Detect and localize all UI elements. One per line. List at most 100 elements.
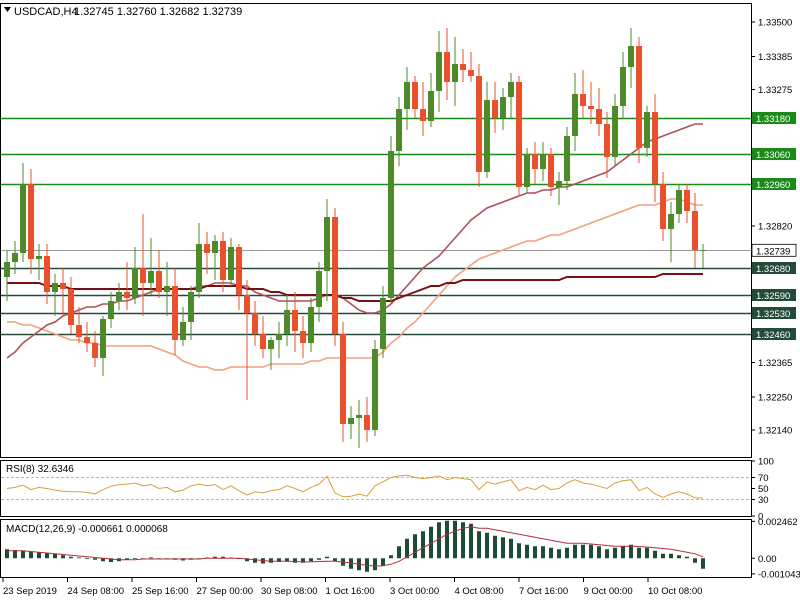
candle (380, 286, 386, 358)
candle-body (68, 289, 74, 325)
candle-body (100, 319, 106, 358)
macd-bar (325, 556, 329, 559)
macd-bar (429, 526, 433, 559)
candle-body (468, 70, 474, 76)
macd-bar (693, 558, 697, 563)
macd-bar (629, 544, 633, 559)
macd-tick-label: 0.00 (758, 554, 777, 565)
candle (4, 250, 10, 301)
candle (76, 307, 82, 343)
candle (460, 49, 466, 82)
ohlc-values: 1.32745 1.32760 1.32682 1.32739 (74, 6, 242, 18)
ma-fast-line (7, 198, 703, 371)
dropdown-triangle-icon[interactable] (4, 7, 11, 12)
price-tick-label: 1.32820 (758, 222, 792, 233)
candle (612, 94, 618, 166)
candle-body (124, 292, 130, 298)
candle (444, 28, 450, 100)
macd-bar (525, 544, 529, 559)
macd-bar (373, 558, 377, 571)
candle-body (668, 214, 674, 229)
candle (468, 52, 474, 82)
candle-body (156, 271, 162, 292)
macd-bar (461, 522, 465, 559)
macd-bar (509, 538, 513, 559)
candle (516, 76, 522, 196)
candle-body (188, 292, 194, 322)
candle-body (132, 268, 138, 298)
candle-body (180, 322, 186, 340)
macd-bar (293, 558, 297, 563)
candle (428, 73, 434, 127)
candle-body (420, 109, 426, 121)
macd-bar (93, 558, 97, 560)
level-tag-label: 1.32460 (756, 330, 790, 341)
candle-body (252, 313, 258, 334)
candle (364, 397, 370, 442)
candles (4, 28, 706, 448)
moving-averages (6, 123, 703, 371)
macd-bar (109, 558, 113, 562)
candle-body (476, 76, 482, 172)
candle (676, 184, 682, 223)
level-tag-label: 1.33180 (756, 114, 790, 125)
price-tick-label: 1.32140 (758, 426, 792, 437)
candle-body (500, 97, 506, 118)
time-label: 4 Oct 08:00 (455, 586, 504, 597)
candle-body (84, 337, 90, 343)
candle-body (236, 247, 242, 295)
rsi-tick-label: 100 (758, 457, 774, 468)
macd-bar (605, 549, 609, 559)
candle-body (324, 217, 330, 271)
candle (188, 286, 194, 340)
candle-body (572, 94, 578, 136)
price-tick-label: 1.33385 (758, 52, 792, 63)
macd-bar (485, 532, 489, 559)
candle-body (172, 286, 178, 340)
macd-bar (437, 522, 441, 559)
price-levels (1, 117, 751, 336)
candle-body (340, 334, 346, 424)
macd-tick-label: 0.002462 (758, 517, 798, 528)
macd-label: MACD(12,26,9) -0.000661 0.000068 (6, 524, 168, 535)
candle (148, 238, 154, 295)
candle (340, 322, 346, 442)
candle (580, 70, 586, 118)
candle (652, 94, 658, 202)
macd-bar (125, 558, 129, 560)
level-tag (752, 328, 796, 340)
candle-body (644, 112, 650, 148)
macd-bar (269, 558, 273, 563)
candle (228, 238, 234, 286)
macd-bar (301, 558, 305, 563)
macd-bar (61, 555, 65, 559)
macd-bar (541, 546, 545, 559)
candle (36, 244, 42, 280)
candle-body (516, 82, 522, 187)
candle (404, 67, 410, 130)
time-label: 27 Sep 00:00 (197, 586, 254, 597)
candle-body (52, 283, 58, 292)
macd-bar (101, 558, 105, 562)
candle (308, 298, 314, 352)
candle-body (596, 109, 602, 124)
macd-bar (469, 523, 473, 559)
level-tag (752, 112, 796, 124)
candle (12, 241, 18, 274)
candle-body (628, 46, 634, 67)
candle (292, 292, 298, 352)
macd-bar (621, 546, 625, 559)
macd-bar (309, 558, 313, 562)
rsi-label: RSI(8) 32.6346 (6, 464, 74, 475)
macd-bar (221, 556, 225, 559)
candle-body (4, 262, 10, 277)
candle (124, 262, 130, 310)
candle-body (92, 343, 98, 358)
candle (636, 37, 642, 163)
candle (276, 322, 282, 358)
candle (300, 316, 306, 358)
candle-body (388, 151, 394, 298)
candle-body (444, 52, 450, 82)
candle-body (260, 334, 266, 349)
